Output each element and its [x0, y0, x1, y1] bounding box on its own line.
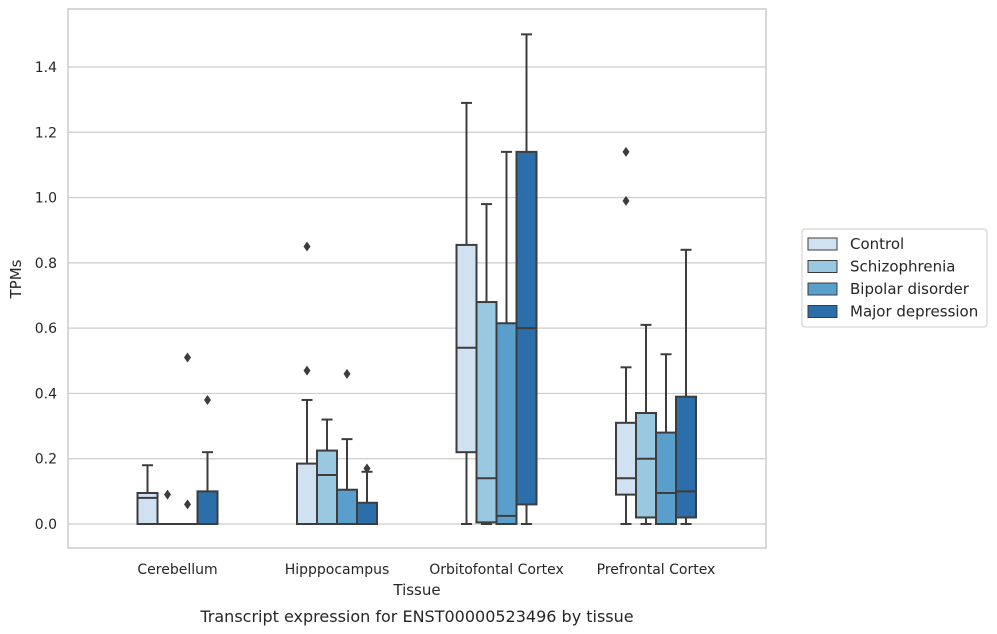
box-groups	[136, 33, 697, 526]
box-iqr	[635, 412, 657, 519]
legend-swatch	[807, 260, 838, 273]
box-iqr	[475, 301, 498, 524]
x-tick-label: Orbitofontal Cortex	[429, 562, 564, 578]
box-schizophrenia	[316, 418, 338, 525]
box-major-depression	[196, 394, 219, 526]
legend-label: Bipolar disorder	[850, 280, 970, 298]
outlier-point	[622, 195, 630, 206]
legend-swatch	[807, 305, 838, 318]
outlier-point	[343, 368, 351, 379]
legend-label: Major depression	[850, 303, 978, 321]
x-tick-label: Prefrontal Cortex	[597, 562, 716, 578]
box-control	[615, 146, 637, 525]
box-iqr	[655, 431, 677, 526]
box-iqr	[675, 395, 697, 519]
outlier-point	[204, 394, 211, 405]
y-tick-label: 1.0	[35, 191, 57, 207]
box-control	[296, 241, 318, 526]
box-major-depression	[675, 248, 697, 525]
box-iqr	[316, 449, 338, 525]
y-tick-label: 1.2	[35, 125, 57, 141]
box-major-depression	[356, 463, 378, 525]
legend: Control Schizophrenia Bipolar disorder Majo…	[801, 228, 988, 328]
box-iqr	[336, 488, 358, 526]
box-iqr	[136, 491, 159, 526]
y-tick-label: 0.8	[35, 256, 57, 272]
box-iqr	[495, 322, 518, 525]
legend-frame	[801, 228, 988, 328]
box-control	[136, 464, 159, 526]
outlier-point	[303, 241, 311, 252]
y-tick-label: 0.0	[35, 517, 57, 533]
outlier-point	[164, 489, 171, 500]
outlier-point	[184, 352, 191, 363]
x-tick-labels: Cerebellum Hipppocampus Orbitofontal Corte…	[137, 562, 715, 578]
outlier-point	[303, 365, 311, 376]
x-tick-label: Hipppocampus	[285, 562, 390, 578]
y-tick-labels: 0.0 0.2 0.4 0.6 0.8 1.0 1.2 1.4	[35, 60, 57, 533]
box-iqr	[296, 462, 318, 526]
x-axis-label: Tissue	[392, 581, 440, 599]
plot-frame	[67, 8, 767, 549]
y-axis-label: TPMs	[7, 259, 25, 299]
box-bipolar-disorder	[336, 368, 358, 526]
outlier-point	[622, 146, 630, 157]
legend-label: Schizophrenia	[850, 258, 955, 276]
legend-label: Control	[850, 235, 904, 253]
y-tick-label: 0.2	[35, 452, 57, 468]
box-major-depression	[515, 33, 538, 525]
y-tick-label: 0.6	[35, 321, 57, 337]
box-bipolar-disorder	[655, 353, 677, 526]
legend-swatch	[807, 237, 838, 251]
box-iqr	[196, 490, 219, 526]
x-tick-label: Cerebellum	[137, 562, 217, 578]
y-tick-label: 0.4	[35, 386, 57, 402]
box-iqr	[615, 421, 637, 496]
y-tick-label: 1.4	[35, 60, 57, 76]
box-schizophrenia	[475, 203, 498, 525]
chart-caption: Transcript expression for ENST0000052349…	[199, 607, 633, 626]
outlier-point	[363, 463, 371, 474]
legend-swatch	[807, 282, 838, 296]
box-iqr	[356, 501, 378, 525]
outlier-point	[184, 499, 191, 510]
